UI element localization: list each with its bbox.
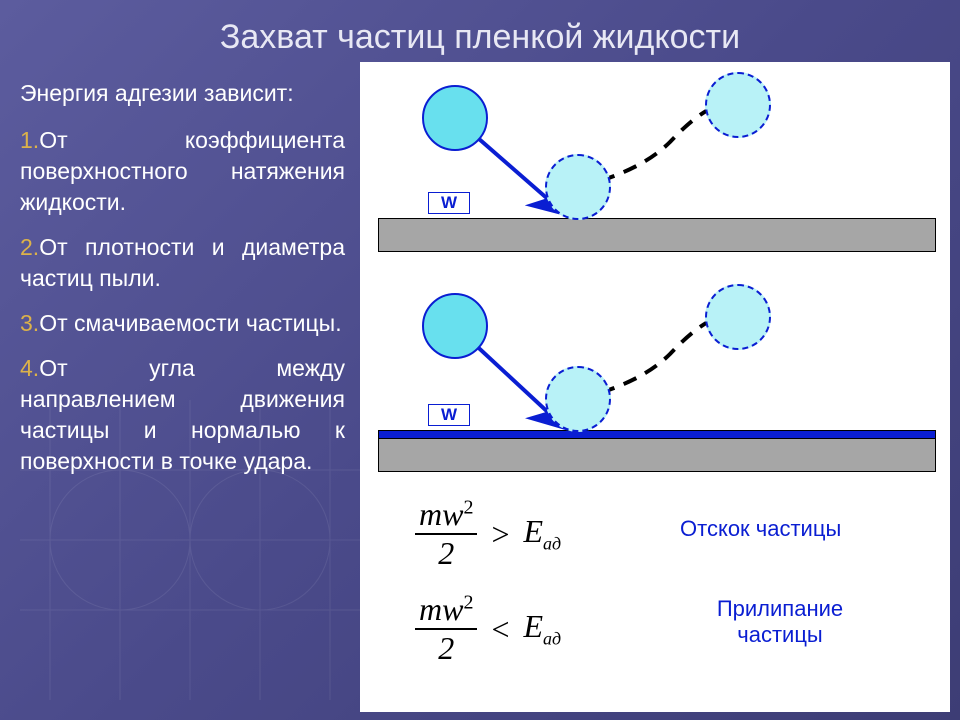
formula-bounce: mw22 > Eад [415,496,561,572]
particle-ghost [545,154,611,220]
item-text: От коэффициента поверхностного натяжения… [20,127,345,215]
formula-adhesion: mw22 < Eад [415,591,561,667]
diagram-panel: W W mw22 > Eад Отскок частицы mw22 [360,62,950,712]
velocity-label: W [428,404,470,426]
item-text: От смачиваемости частицы. [39,310,341,336]
diagram-bounce: W [360,62,950,270]
slide-title: Захват частиц пленкой жидкости [0,18,960,57]
text-block: Энергия адгезии зависит: 1.От коэффициен… [20,78,345,492]
particle-solid [422,85,488,151]
intro-line: Энергия адгезии зависит: [20,78,345,109]
item-number: 3. [20,310,39,336]
item-text: От плотности и диаметра частиц пыли. [20,234,345,291]
item-text: От угла между направлением движения част… [20,355,345,474]
list-item: 2.От плотности и диаметра частиц пыли. [20,232,345,294]
particle-ghost [545,366,611,432]
item-number: 4. [20,355,39,381]
condition-label-adhesion: Прилипание частицы [680,596,880,648]
formula-block: mw22 > Eад Отскок частицы mw22 < Eад При… [360,486,950,706]
item-number: 1. [20,127,39,153]
diagram-adhesion: W [360,270,950,486]
condition-label-bounce: Отскок частицы [680,516,841,542]
list-item: 4.От угла между направлением движения ча… [20,353,345,477]
velocity-label: W [428,192,470,214]
item-number: 2. [20,234,39,260]
particle-ghost [705,284,771,350]
particle-ghost [705,72,771,138]
particle-solid [422,293,488,359]
list-item: 1.От коэффициента поверхностного натяжен… [20,125,345,218]
list-item: 3.От смачиваемости частицы. [20,308,345,339]
